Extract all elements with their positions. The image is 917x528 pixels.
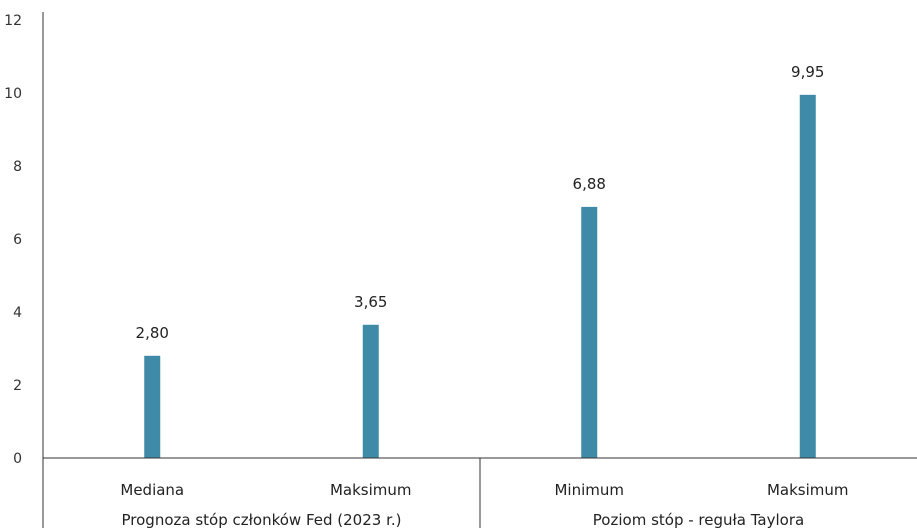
y-tick-label: 2 xyxy=(13,378,22,394)
data-labels: 2,80 3,65 6,88 9,95 xyxy=(136,63,825,342)
group-label: Prognoza stóp członków Fed (2023 r.) xyxy=(122,511,402,528)
data-label: 2,80 xyxy=(136,324,169,342)
y-tick-label: 10 xyxy=(4,86,22,102)
category-label: Maksimum xyxy=(767,481,849,499)
y-axis: 0 2 4 6 8 10 12 xyxy=(4,12,44,528)
y-tick-label: 12 xyxy=(4,13,22,29)
data-label: 9,95 xyxy=(791,63,824,81)
y-tick-label: 0 xyxy=(13,451,22,467)
bars xyxy=(144,94,816,458)
bar xyxy=(144,355,161,458)
category-label: Maksimum xyxy=(330,481,412,499)
group-label: Poziom stóp - reguła Taylora xyxy=(593,511,804,528)
category-label: Minimum xyxy=(554,481,624,499)
data-label: 3,65 xyxy=(354,293,387,311)
bar xyxy=(799,94,816,458)
x-axis: Mediana Maksimum Minimum Maksimum Prognoza s… xyxy=(43,457,917,528)
y-tick-label: 6 xyxy=(13,232,22,248)
y-tick-label: 8 xyxy=(13,159,22,175)
bar xyxy=(362,324,379,458)
data-label: 6,88 xyxy=(573,175,606,193)
y-tick-label: 4 xyxy=(13,305,22,321)
bar xyxy=(581,206,598,458)
category-label: Mediana xyxy=(120,481,184,499)
